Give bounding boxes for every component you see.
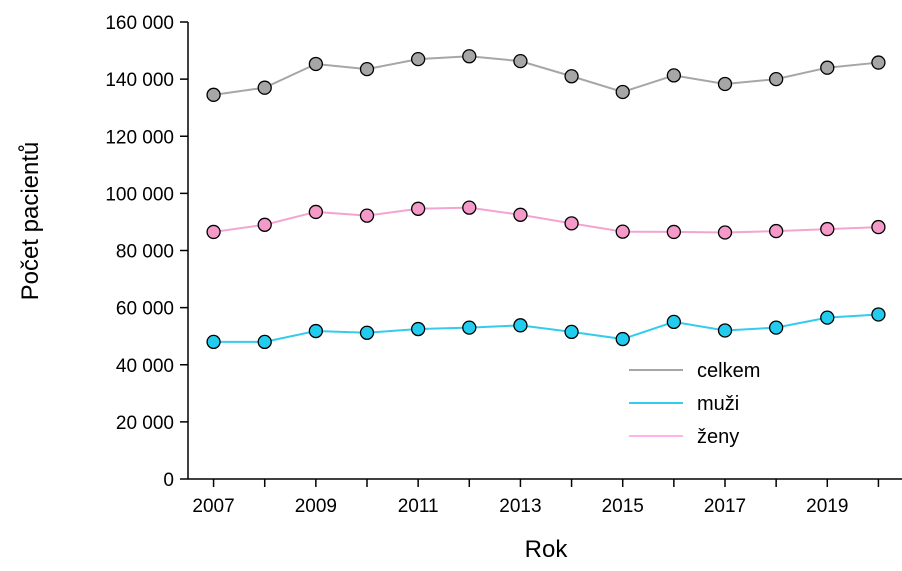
legend-label: celkem: [697, 360, 760, 382]
x-tick-label: 2019: [806, 496, 848, 517]
x-tick-label: 2007: [192, 496, 234, 517]
y-tick-label: 20 000: [116, 413, 174, 434]
data-point: [359, 208, 375, 223]
data-point: [820, 310, 835, 325]
data-point: [564, 324, 579, 340]
data-point: [308, 323, 324, 339]
data-point: [717, 76, 733, 92]
series-line: [213, 55, 879, 96]
data-point: [257, 217, 272, 232]
data-point: [768, 223, 784, 239]
y-tick-label: 60 000: [116, 299, 174, 320]
legend-label: muži: [697, 393, 739, 415]
data-point: [410, 321, 426, 337]
data-point: [820, 60, 835, 75]
data-point: [257, 80, 272, 95]
y-tick-label: 80 000: [116, 242, 174, 263]
x-tick-label: 2009: [295, 496, 337, 517]
data-point: [410, 51, 426, 67]
y-tick-label: 140 000: [105, 70, 174, 91]
series-muži: [206, 307, 886, 350]
data-point: [462, 200, 477, 215]
data-point: [871, 307, 886, 322]
data-point: [564, 69, 579, 84]
series-celkem: [206, 49, 886, 102]
data-point: [359, 61, 375, 77]
data-point: [206, 87, 221, 102]
data-point: [768, 320, 784, 335]
legend-label: ženy: [697, 426, 739, 448]
data-point: [206, 224, 221, 240]
data-point: [257, 334, 272, 350]
data-point: [717, 225, 733, 240]
data-point: [615, 331, 630, 347]
data-point: [768, 71, 784, 87]
data-point: [410, 201, 426, 216]
data-point: [359, 325, 375, 340]
data-point: [462, 49, 477, 64]
chart-series: [206, 49, 886, 350]
data-point: [513, 53, 528, 69]
data-point: [666, 314, 682, 330]
series-ženy: [206, 200, 886, 240]
x-tick-label: 2013: [499, 496, 541, 517]
data-point: [513, 318, 528, 333]
data-point: [871, 219, 886, 235]
data-point: [564, 216, 579, 231]
series-line: [213, 206, 879, 234]
y-tick-label: 160 000: [105, 13, 174, 34]
data-point: [666, 68, 682, 83]
chart-legend: celkem muži ženy: [629, 360, 760, 448]
data-point: [615, 224, 630, 239]
y-tick-label: 40 000: [116, 356, 174, 377]
data-point: [206, 334, 221, 350]
y-tick-label: 120 000: [105, 127, 174, 148]
x-tick-label: 2017: [704, 496, 746, 517]
x-tick-label: 2015: [602, 496, 644, 517]
data-point: [615, 84, 630, 100]
data-point: [308, 56, 324, 72]
y-tick-label: 0: [163, 470, 174, 491]
data-point: [513, 207, 528, 222]
data-point: [462, 320, 477, 335]
data-point: [666, 224, 682, 240]
y-tick-label: 100 000: [105, 184, 174, 205]
y-axis-title: Počet pacientů: [17, 142, 44, 301]
data-point: [717, 323, 733, 338]
chart-axes: 0 20 000 40 000 60 000 80 000 100 000 120 000 1…: [105, 13, 902, 517]
x-tick-label: 2011: [398, 496, 439, 517]
x-axis-title: Rok: [525, 536, 569, 563]
data-point: [871, 55, 886, 70]
series-line: [213, 313, 879, 343]
data-point: [820, 221, 835, 237]
data-point: [308, 204, 324, 220]
